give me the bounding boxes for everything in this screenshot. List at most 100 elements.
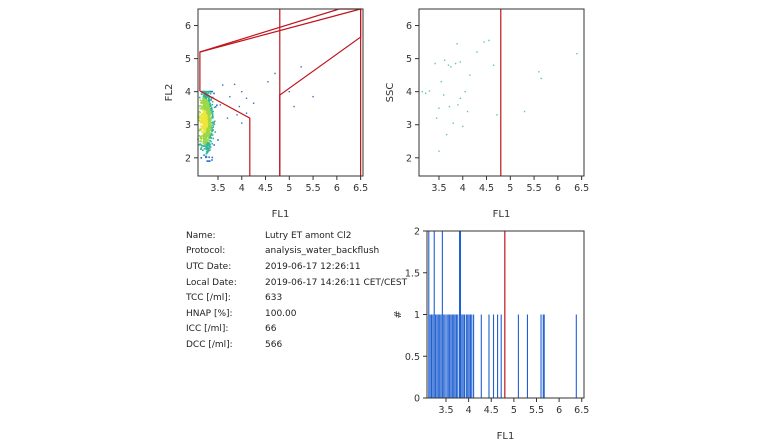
info-key-utc-date: UTC Date:	[186, 261, 232, 272]
density-point	[207, 93, 209, 95]
density-point	[200, 115, 202, 118]
data-point	[438, 107, 440, 109]
density-point	[204, 136, 207, 139]
density-point	[202, 101, 204, 104]
density-point	[197, 113, 200, 115]
density-point	[212, 115, 214, 118]
density-point	[202, 116, 205, 118]
density-point	[210, 105, 212, 107]
data-point	[424, 92, 427, 95]
fl1-histogram-panel: 3.5 4 4.5 5 5.5 6 6.5 0 0.5 1 1.5 2 FL1 #	[393, 227, 589, 440]
density-point	[208, 97, 210, 100]
density-point	[204, 100, 206, 102]
density-point	[206, 104, 209, 106]
density-point	[203, 129, 206, 131]
info-value-local-date: 2019-06-17 14:26:11 CET/CEST	[265, 277, 408, 288]
data-point	[428, 90, 431, 92]
density-point	[202, 112, 205, 115]
density-point	[211, 117, 214, 119]
density-point	[205, 122, 208, 124]
density-point	[211, 134, 214, 136]
density-point	[210, 99, 212, 101]
density-point	[202, 107, 205, 110]
data-point	[457, 104, 459, 106]
density-point	[205, 108, 207, 111]
data-point	[469, 74, 471, 76]
density-point	[202, 127, 204, 129]
x-tick-label: 4	[460, 183, 466, 194]
density-point	[210, 121, 212, 124]
density-point	[206, 107, 209, 110]
density-point	[211, 159, 213, 161]
density-point	[205, 142, 208, 144]
x-tick-label: 3.5	[210, 183, 225, 194]
data-point	[236, 114, 238, 116]
density-point	[212, 110, 214, 113]
density-point	[209, 113, 212, 116]
density-point	[209, 136, 211, 139]
y-tick-label: 0	[414, 394, 420, 405]
density-point	[208, 102, 211, 104]
density-point	[203, 142, 205, 145]
gate-polygon	[199, 90, 251, 176]
density-point	[207, 160, 210, 162]
info-value-icc: 66	[265, 324, 277, 335]
density-point	[198, 129, 201, 132]
density-point	[211, 129, 213, 132]
density-point	[203, 131, 206, 134]
data-point	[459, 97, 462, 99]
density-point	[208, 108, 211, 110]
density-point	[203, 137, 205, 140]
y-axis-label: FL2	[164, 84, 175, 102]
density-point	[213, 144, 216, 146]
data-point	[443, 94, 445, 96]
density-point	[199, 135, 202, 138]
density-point	[203, 127, 206, 130]
density-point	[198, 96, 201, 99]
density-point	[203, 95, 206, 98]
info-row-hnap: HNAP [%]: 100.00	[186, 306, 407, 322]
x-tick-label: 6.5	[574, 183, 589, 194]
density-point	[217, 139, 219, 141]
density-point	[205, 107, 208, 110]
density-point	[202, 138, 205, 141]
x-axis-label: FL1	[497, 431, 515, 440]
density-point	[206, 152, 209, 154]
density-point	[207, 110, 210, 112]
density-point	[206, 120, 209, 123]
density-point	[205, 105, 208, 108]
density-point	[205, 147, 207, 149]
x-tick-label: 6.5	[574, 405, 589, 416]
density-point	[203, 101, 205, 104]
density-point	[199, 111, 201, 114]
x-tick-label: 6	[555, 183, 561, 194]
density-point	[210, 124, 212, 126]
density-point	[206, 119, 208, 122]
density-point	[209, 112, 212, 114]
density-point	[212, 124, 214, 127]
info-key-local-date: Local Date:	[186, 277, 237, 288]
density-point	[210, 107, 213, 109]
density-point	[206, 143, 209, 146]
x-tick-label: 6	[334, 183, 340, 194]
density-point	[209, 99, 212, 101]
density-point	[201, 118, 204, 120]
data-point	[456, 43, 458, 45]
density-point	[203, 119, 205, 121]
data-point	[300, 66, 302, 68]
density-point	[209, 129, 212, 132]
density-point	[204, 134, 207, 136]
density-point	[209, 149, 211, 151]
density-point	[208, 113, 210, 115]
density-point	[213, 106, 216, 109]
data-point	[462, 125, 464, 128]
density-point	[204, 110, 206, 113]
data-point	[466, 110, 469, 113]
x-tick-label: 5.5	[306, 183, 321, 194]
density-point	[203, 143, 206, 146]
density-point	[206, 131, 208, 133]
density-point	[210, 117, 212, 119]
density-point	[201, 116, 203, 119]
y-tick-label: 2	[185, 153, 191, 164]
data-point	[447, 64, 450, 66]
